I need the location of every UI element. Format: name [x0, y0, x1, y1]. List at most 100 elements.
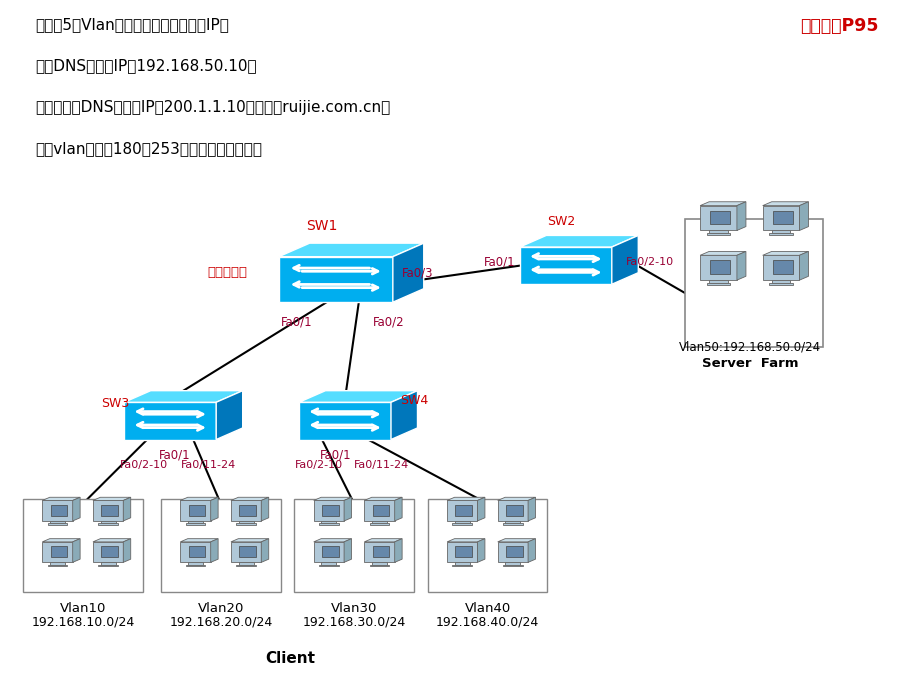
FancyBboxPatch shape [427, 498, 547, 592]
Polygon shape [313, 497, 351, 500]
Polygon shape [100, 562, 116, 565]
Text: Fa0/2-10: Fa0/2-10 [625, 257, 673, 267]
Polygon shape [186, 565, 205, 566]
Polygon shape [236, 565, 255, 566]
Polygon shape [93, 500, 123, 521]
Polygon shape [239, 546, 255, 558]
Polygon shape [706, 283, 730, 285]
Text: 每个vlan主机号180～253不允许分配给客户端: 每个vlan主机号180～253不允许分配给客户端 [35, 141, 262, 157]
Polygon shape [528, 497, 535, 521]
Polygon shape [519, 235, 638, 247]
Polygon shape [736, 251, 745, 280]
Polygon shape [503, 565, 522, 566]
Polygon shape [709, 230, 727, 233]
Polygon shape [477, 539, 484, 562]
Polygon shape [344, 539, 351, 562]
Polygon shape [322, 504, 338, 516]
Polygon shape [278, 243, 424, 257]
Polygon shape [528, 539, 535, 562]
Polygon shape [519, 247, 611, 284]
Polygon shape [261, 497, 268, 521]
Polygon shape [505, 562, 520, 565]
Polygon shape [477, 497, 484, 521]
Polygon shape [392, 243, 424, 302]
Polygon shape [42, 542, 73, 562]
Text: SW4: SW4 [400, 394, 428, 406]
Polygon shape [709, 280, 727, 283]
Polygon shape [180, 542, 210, 562]
Text: SW1: SW1 [306, 219, 337, 233]
Polygon shape [768, 233, 792, 235]
Polygon shape [187, 562, 203, 565]
Polygon shape [503, 524, 522, 525]
Polygon shape [497, 542, 528, 562]
Polygon shape [180, 500, 210, 521]
Polygon shape [239, 504, 255, 516]
Polygon shape [799, 251, 808, 280]
Polygon shape [231, 539, 268, 542]
Polygon shape [699, 201, 745, 206]
Polygon shape [231, 497, 268, 500]
Polygon shape [497, 539, 535, 542]
Text: SW3: SW3 [101, 397, 130, 410]
Polygon shape [455, 504, 471, 516]
Text: Fa0/2: Fa0/2 [372, 315, 403, 328]
Polygon shape [699, 206, 736, 230]
Polygon shape [299, 402, 391, 440]
Text: Fa0/2-10: Fa0/2-10 [119, 460, 167, 470]
Polygon shape [188, 546, 205, 558]
Polygon shape [238, 562, 254, 565]
Polygon shape [98, 524, 118, 525]
Text: 公司有5个Vlan，其中服务器群为静态IP；: 公司有5个Vlan，其中服务器群为静态IP； [35, 17, 229, 32]
Polygon shape [51, 546, 67, 558]
Polygon shape [93, 542, 123, 562]
Polygon shape [447, 542, 477, 562]
Polygon shape [100, 521, 116, 524]
Polygon shape [772, 260, 792, 274]
Polygon shape [371, 521, 387, 524]
Polygon shape [42, 497, 80, 500]
Polygon shape [455, 546, 471, 558]
Text: Vlan30: Vlan30 [331, 602, 377, 615]
Polygon shape [101, 504, 118, 516]
Polygon shape [762, 255, 799, 280]
Polygon shape [231, 500, 261, 521]
Polygon shape [238, 521, 254, 524]
Polygon shape [187, 521, 203, 524]
FancyBboxPatch shape [23, 498, 142, 592]
Text: Fa0/3: Fa0/3 [402, 266, 433, 279]
Polygon shape [313, 542, 344, 562]
Polygon shape [611, 235, 638, 284]
Text: Fa0/1: Fa0/1 [159, 448, 190, 462]
Polygon shape [447, 539, 484, 542]
Text: 192.168.10.0/24: 192.168.10.0/24 [31, 616, 134, 629]
Polygon shape [42, 539, 80, 542]
Polygon shape [505, 504, 522, 516]
Text: Fa0/11-24: Fa0/11-24 [354, 460, 409, 470]
Polygon shape [364, 500, 394, 521]
Text: Fa0/1: Fa0/1 [483, 256, 515, 268]
Polygon shape [762, 206, 799, 230]
Text: Server  Farm: Server Farm [701, 357, 797, 371]
Text: SW2: SW2 [547, 215, 574, 228]
Text: Vlan40: Vlan40 [464, 602, 510, 615]
Polygon shape [447, 500, 477, 521]
Polygon shape [236, 524, 255, 525]
Text: Fa0/11-24: Fa0/11-24 [181, 460, 236, 470]
Polygon shape [736, 201, 745, 230]
Text: Fa0/1: Fa0/1 [281, 315, 312, 328]
Polygon shape [762, 201, 808, 206]
Text: Fa0/1: Fa0/1 [320, 448, 351, 462]
FancyBboxPatch shape [685, 219, 823, 346]
Polygon shape [299, 391, 417, 402]
Polygon shape [42, 500, 73, 521]
Polygon shape [231, 542, 261, 562]
Polygon shape [93, 539, 130, 542]
Polygon shape [123, 539, 130, 562]
Polygon shape [762, 251, 808, 255]
Polygon shape [216, 391, 243, 440]
Text: 192.168.30.0/24: 192.168.30.0/24 [302, 616, 405, 629]
Polygon shape [123, 497, 130, 521]
Polygon shape [364, 497, 402, 500]
Polygon shape [50, 521, 65, 524]
